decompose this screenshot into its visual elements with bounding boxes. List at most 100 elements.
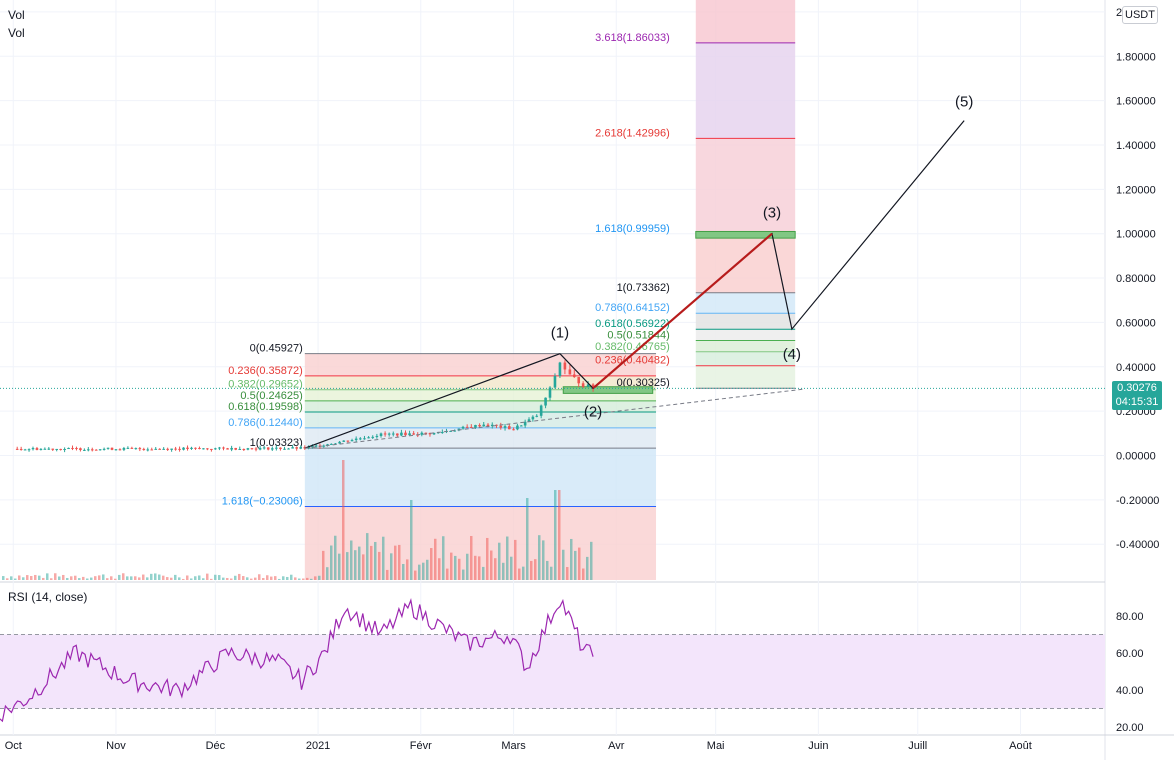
currency-badge[interactable]: USDT [1122,6,1158,24]
volume-bar [254,577,257,580]
candle-body [512,429,515,431]
candle-body [482,424,486,427]
volume-bar [298,578,301,580]
candle-body [134,448,138,450]
candle-body [126,447,130,449]
candle-body [367,437,370,439]
fib2-zone [695,365,796,389]
candle-body [326,444,329,446]
volume-bar [278,578,281,580]
volume-bar [466,553,469,580]
rsi-tick-label: 60.00 [1116,648,1144,660]
wave-label: (2) [584,403,602,420]
volume-bar [110,576,113,580]
candle-body [67,447,70,450]
candle-body [396,433,399,436]
volume-bar [286,576,289,580]
candle-body [531,416,535,420]
volume-bar [138,577,141,580]
candle-body [19,448,23,450]
candle-body [287,448,290,450]
volume-bar [530,560,533,580]
candle-body [270,448,274,450]
volume-bar [206,573,209,580]
fib2-level-label: 1(0.73362) [617,282,670,294]
candle-body [295,447,298,449]
last-price-tag: 0.30276 04:15:31 [1112,381,1162,410]
volume-bar [422,562,425,580]
price-tick-label: -0.20000 [1116,495,1159,507]
fib1-zone [304,400,657,413]
volume-bar [442,536,445,580]
candle-body [87,449,90,451]
volume-bar [590,541,593,580]
volume-bar [194,576,197,580]
fib2-zone [695,313,796,330]
volume-bar [462,569,465,580]
volume-bar [586,556,589,580]
volume-bar [506,536,509,580]
candle-body [523,421,527,426]
candle-body [350,440,354,442]
volume-bar [490,550,493,580]
volume-bar [238,573,241,580]
volume-bar [538,535,541,580]
volume-bar [190,578,193,580]
candle-body [90,449,94,451]
volume-bar [94,576,97,580]
volume-bar [498,542,501,580]
rsi-title: RSI (14, close) [8,590,88,604]
price-tick-label: 1.80000 [1116,51,1156,63]
volume-bar [486,537,489,580]
fib2-zone [695,340,796,352]
candle-body [106,447,110,449]
volume-bar [370,545,373,580]
candle-body [35,448,39,450]
candle-body [98,449,102,451]
volume-bar [302,578,305,580]
volume-bar [158,574,161,580]
volume-bar [582,568,585,580]
fib2-zone [695,42,796,139]
candle-body [238,449,242,451]
candle-body [242,449,246,451]
candle-body [142,448,146,450]
candle-body [154,448,158,450]
candle-body [214,448,217,450]
volume-bar [310,578,313,580]
volume-bar [362,554,365,580]
volume-bar [470,535,473,580]
volume-bar [294,577,297,580]
volume-bar [378,551,381,580]
candle-body [311,446,314,448]
candle-body [363,438,366,440]
fib2-zone [695,351,796,366]
candle-body [291,447,294,449]
candle-body [174,448,177,450]
volume-bar [266,575,269,580]
volume-bar [550,566,553,580]
volume-bar [514,539,517,580]
candle-body [586,384,590,387]
candle-body [558,362,562,376]
volume-bar [418,564,421,580]
candle-body [408,433,411,436]
candle-body [202,448,205,450]
wave-label: (3) [763,205,781,222]
fib1-level-label: 0.5(0.24625) [240,390,302,402]
candle-body [572,374,576,378]
volume-bar [102,574,105,580]
volume-bar [430,548,433,580]
volume-bar [474,555,477,580]
volume-bar [118,574,121,580]
candle-body [375,435,379,437]
candle-body [186,447,189,449]
fib2-level-label: 0.618(0.56922) [595,318,670,330]
volume-bar [374,541,377,580]
candle-body [354,438,358,441]
candle-body [424,432,428,434]
candle-body [71,447,74,449]
volume-bar [74,575,77,580]
volume-bar [122,573,125,580]
volume-bar [174,574,177,580]
